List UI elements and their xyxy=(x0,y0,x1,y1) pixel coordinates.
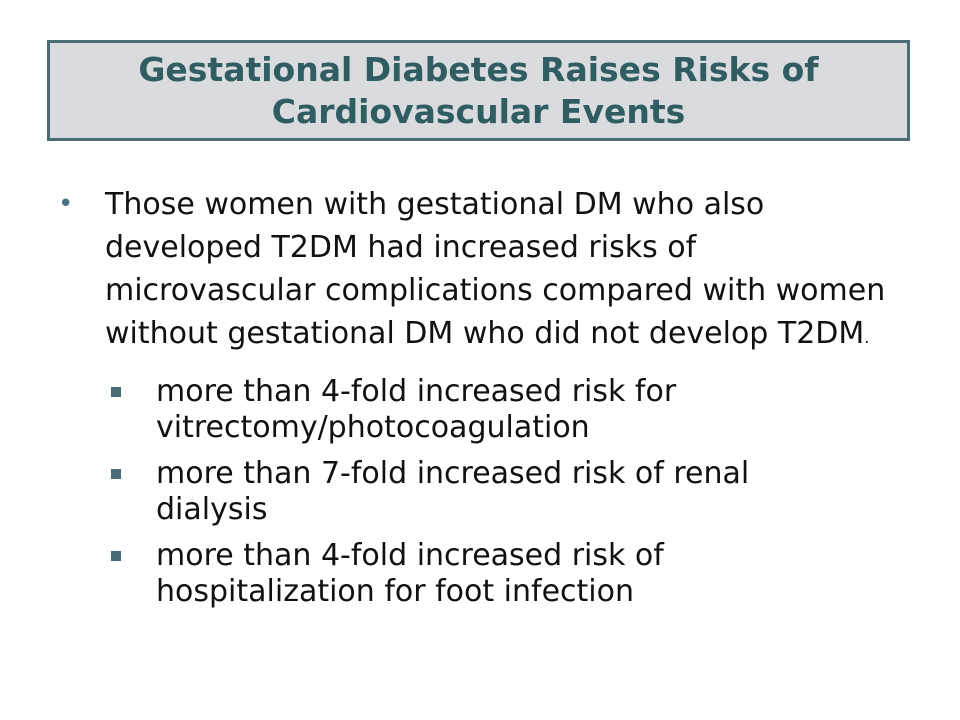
main-bullet-period: . xyxy=(864,328,870,347)
list-item: more than 4-fold increased risk of hospi… xyxy=(111,538,891,610)
list-item: more than 4-fold increased risk for vitr… xyxy=(111,374,891,446)
subpoint-text: more than 4-fold increased risk for vitr… xyxy=(156,374,677,445)
slide-content: • Those women with gestational DM who al… xyxy=(58,183,918,620)
square-bullet-icon xyxy=(111,456,156,492)
subpoint-text: more than 4-fold increased risk of hospi… xyxy=(156,538,664,609)
bullet-dot-icon: • xyxy=(58,189,74,219)
subpoint-text: more than 7-fold increased risk of renal… xyxy=(156,456,750,527)
slide-title: Gestational Diabetes Raises Risks of Car… xyxy=(138,49,819,131)
square-bullet-icon xyxy=(111,374,156,410)
main-bullet: • Those women with gestational DM who al… xyxy=(58,183,918,359)
title-banner: Gestational Diabetes Raises Risks of Car… xyxy=(47,40,910,141)
list-item: more than 7-fold increased risk of renal… xyxy=(111,456,891,528)
main-bullet-text: Those women with gestational DM who also… xyxy=(105,183,905,359)
square-bullet-icon xyxy=(111,538,156,574)
subpoint-list: more than 4-fold increased risk for vitr… xyxy=(111,374,891,610)
main-bullet-body: Those women with gestational DM who also… xyxy=(105,187,886,351)
